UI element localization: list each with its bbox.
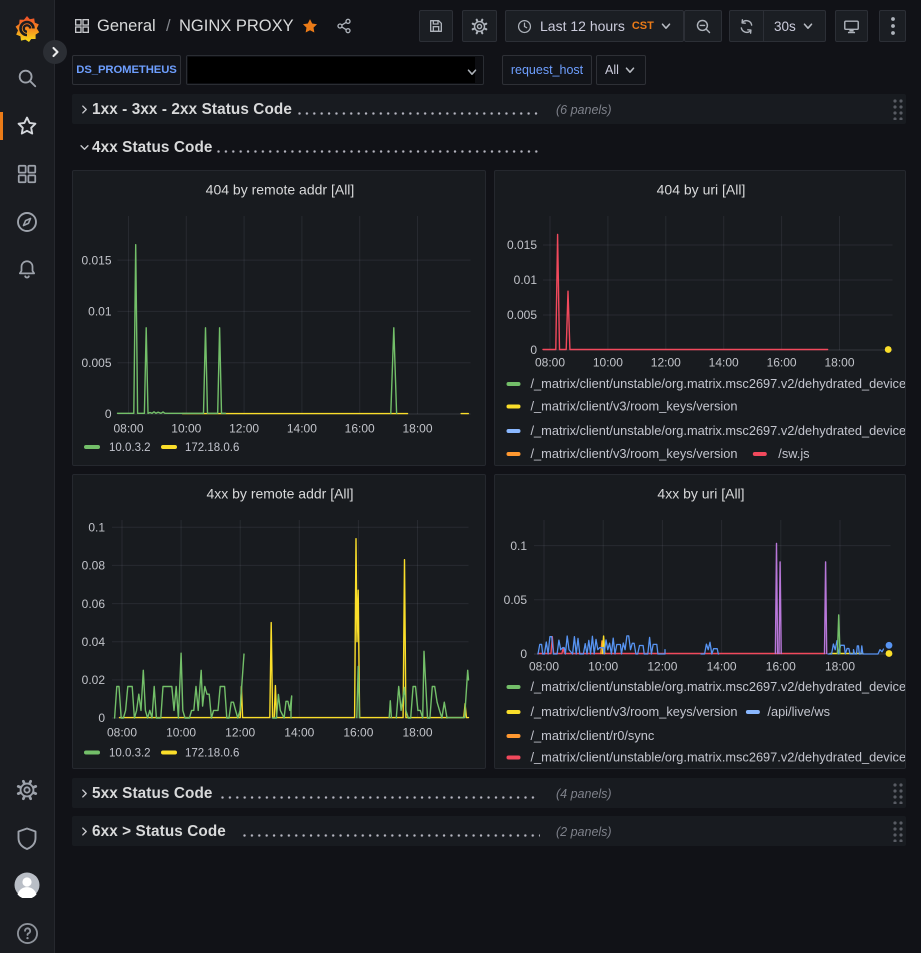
svg-text:0: 0 [530, 343, 537, 357]
svg-text:/_matrix/client/unstable/org.m: /_matrix/client/unstable/org.matrix.msc2… [531, 679, 907, 694]
svg-text:16:00: 16:00 [766, 660, 796, 674]
svg-text:14:00: 14:00 [709, 356, 739, 370]
svg-text:0.04: 0.04 [82, 635, 106, 649]
svg-text:10:00: 10:00 [593, 356, 623, 370]
svg-text:16:00: 16:00 [343, 726, 373, 740]
svg-text:14:00: 14:00 [287, 422, 317, 436]
svg-text:0.06: 0.06 [82, 597, 106, 611]
svg-text:0: 0 [105, 407, 112, 421]
svg-text:0.1: 0.1 [88, 521, 105, 535]
svg-text:/_matrix/client/unstable/org.m: /_matrix/client/unstable/org.matrix.msc2… [531, 423, 907, 438]
svg-text:4xx by remote addr [All]: 4xx by remote addr [All] [206, 486, 353, 502]
svg-text:0.05: 0.05 [504, 593, 528, 607]
svg-text:404 by uri [All]: 404 by uri [All] [657, 182, 746, 198]
svg-text:12:00: 12:00 [225, 726, 255, 740]
svg-text:/_matrix/client/v3/room_keys/v: /_matrix/client/v3/room_keys/version [531, 399, 738, 414]
svg-text:14:00: 14:00 [284, 726, 314, 740]
svg-text:/_matrix/client/v3/room_keys/v: /_matrix/client/v3/room_keys/version [531, 704, 738, 719]
svg-text:08:00: 08:00 [107, 726, 137, 740]
svg-text:0.08: 0.08 [82, 559, 106, 573]
svg-text:0.005: 0.005 [507, 308, 537, 322]
svg-text:08:00: 08:00 [113, 422, 143, 436]
svg-text:16:00: 16:00 [767, 356, 797, 370]
svg-text:/_matrix/client/r0/sync: /_matrix/client/r0/sync [531, 728, 655, 743]
svg-text:/api/live/ws: /api/live/ws [767, 704, 830, 719]
svg-text:0.005: 0.005 [81, 356, 111, 370]
svg-text:08:00: 08:00 [529, 660, 559, 674]
svg-text:10.0.3.2: 10.0.3.2 [109, 748, 151, 760]
svg-text:12:00: 12:00 [651, 356, 681, 370]
svg-text:0: 0 [98, 711, 105, 725]
svg-text:16:00: 16:00 [345, 422, 375, 436]
svg-text:0.01: 0.01 [514, 273, 538, 287]
svg-text:0: 0 [520, 647, 527, 661]
svg-text:0.015: 0.015 [507, 238, 537, 252]
svg-text:12:00: 12:00 [229, 422, 259, 436]
svg-text:/_matrix/client/unstable/org.m: /_matrix/client/unstable/org.matrix.msc2… [531, 750, 907, 765]
svg-text:0.01: 0.01 [88, 305, 112, 319]
svg-text:10.0.3.2: 10.0.3.2 [109, 442, 151, 454]
svg-text:18:00: 18:00 [402, 422, 432, 436]
svg-text:172.18.0.6: 172.18.0.6 [185, 748, 239, 760]
svg-text:18:00: 18:00 [825, 660, 855, 674]
svg-text:172.18.0.6: 172.18.0.6 [185, 442, 239, 454]
svg-text:0.1: 0.1 [510, 539, 527, 553]
svg-text:12:00: 12:00 [647, 660, 677, 674]
svg-text:08:00: 08:00 [535, 356, 565, 370]
svg-text:404 by remote addr [All]: 404 by remote addr [All] [206, 182, 355, 198]
svg-text:18:00: 18:00 [402, 726, 432, 740]
svg-text:/sw.js: /sw.js [778, 446, 809, 461]
svg-text:4xx by uri [All]: 4xx by uri [All] [657, 486, 744, 502]
svg-text:18:00: 18:00 [824, 356, 854, 370]
svg-text:0.02: 0.02 [82, 673, 106, 687]
svg-text:10:00: 10:00 [166, 726, 196, 740]
svg-text:10:00: 10:00 [588, 660, 618, 674]
svg-text:/_matrix/client/v3/room_keys/v: /_matrix/client/v3/room_keys/version [531, 446, 738, 461]
svg-text:/_matrix/client/unstable/org.m: /_matrix/client/unstable/org.matrix.msc2… [531, 376, 907, 391]
svg-text:0.015: 0.015 [81, 253, 111, 267]
svg-text:14:00: 14:00 [707, 660, 737, 674]
svg-text:10:00: 10:00 [171, 422, 201, 436]
